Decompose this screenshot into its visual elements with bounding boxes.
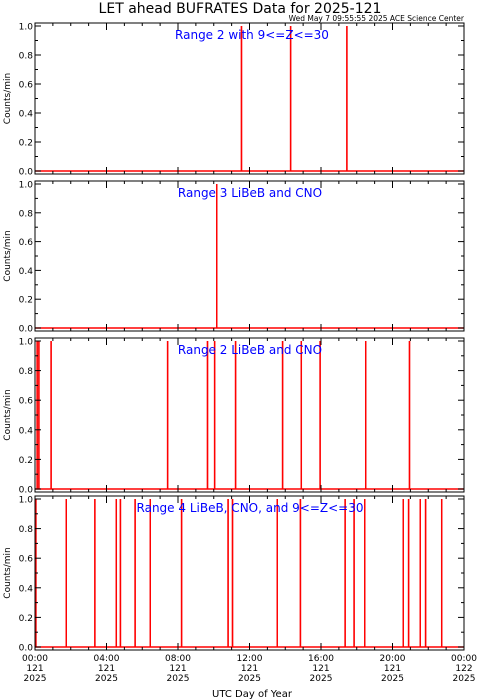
x-tick-label-year: 2025 [381,674,404,684]
y-tick-label: 0.0 [19,325,34,335]
y-tick-label: 1.0 [19,23,34,33]
panel-4: 0.0 0.2 0.4 0.6 0.8 1.0 Counts/min Range 4 LiBe… [3,495,465,654]
data-series-line [35,499,464,648]
y-tick-label: 0.0 [19,168,34,178]
panel-1: 0.0 0.2 0.4 0.6 0.8 1.0 Counts/min Range 2 with… [3,22,465,178]
y-tick-label: 0.2 [19,139,33,149]
panel-3: 0.0 0.2 0.4 0.6 0.8 1.0 Counts/min Range 2 LiBe… [3,337,465,496]
panel-frame [34,495,465,651]
x-tick-label-year: 2025 [238,674,261,684]
x-tick-label-year: 2025 [453,674,476,684]
x-tick-label-time: 00:00 [451,654,477,664]
x-tick-label-day: 121 [384,664,401,674]
y-tick-label: 0.4 [19,426,34,436]
y-axis-label: Counts/min [3,230,13,281]
panel-frame [34,337,465,493]
x-tick-label-day: 121 [169,664,186,674]
x-tick-label-day: 121 [26,664,43,674]
x-tick-label-time: 20:00 [380,654,406,664]
y-axis-label: Counts/min [3,547,13,598]
x-tick-label-day: 121 [241,664,258,674]
y-tick-label: 0.2 [19,614,33,624]
y-tick-label: 0.4 [19,267,34,277]
y-tick-label: 1.0 [19,496,34,506]
y-tick-label: 0.4 [19,110,34,120]
y-tick-label: 1.0 [19,181,34,191]
x-tick-label-time: 08:00 [165,654,191,664]
x-tick-label-time: 16:00 [308,654,334,664]
y-axis-label: Counts/min [3,389,13,440]
x-tick-label-time: 00:00 [22,654,48,664]
data-series-line [35,26,464,172]
y-tick-label: 0.8 [19,525,34,535]
timestamp: Wed May 7 09:55:55 2025 ACE Science Cent… [289,14,465,23]
panel-frame [34,22,465,175]
y-tick-label: 0.0 [19,486,34,496]
panel-label: Range 2 LiBeB and CNO [178,343,322,357]
x-tick-label-year: 2025 [310,674,333,684]
x-tick-label-day: 121 [98,664,115,674]
x-tick-label-time: 12:00 [237,654,263,664]
y-tick-label: 0.8 [19,52,34,62]
y-axis-label: Counts/min [3,73,13,124]
x-tick-labels: 00:00121202504:00121202508:00121202512:0… [22,654,477,684]
x-tick-label-day: 121 [312,664,329,674]
panels: 0.0 0.2 0.4 0.6 0.8 1.0 Counts/min Range 2 with… [3,22,477,684]
data-series-line [35,341,464,490]
y-tick-label: 1.0 [19,338,34,348]
y-tick-label: 0.8 [19,209,34,219]
y-tick-label: 0.6 [19,555,34,565]
x-tick-label-day: 122 [455,664,472,674]
panel-frame [34,180,465,332]
y-tick-label: 0.2 [19,296,33,306]
panel-2: 0.0 0.2 0.4 0.6 0.8 1.0 Counts/min Range 3 LiBe… [3,180,465,335]
y-tick-label: 0.6 [19,238,34,248]
chart-title: LET ahead BUFRATES Data for 2025-121 [99,1,382,17]
y-tick-label: 0.4 [19,584,34,594]
panel-label: Range 4 LiBeB, CNO, and 9<=Z<=30 [137,501,364,515]
x-tick-label-year: 2025 [167,674,190,684]
y-tick-label: 0.6 [19,397,34,407]
y-tick-label: 0.8 [19,367,34,377]
x-axis-label: UTC Day of Year [212,689,293,700]
panel-label: Range 2 with 9<=Z<=30 [175,28,329,42]
x-tick-label-time: 04:00 [94,654,120,664]
y-tick-label: 0.0 [19,644,34,654]
y-tick-label: 0.2 [19,456,33,466]
panel-label: Range 3 LiBeB and CNO [178,186,322,200]
data-series-line [35,184,464,329]
x-tick-label-year: 2025 [24,674,47,684]
y-tick-label: 0.6 [19,81,34,91]
x-tick-label-year: 2025 [95,674,118,684]
